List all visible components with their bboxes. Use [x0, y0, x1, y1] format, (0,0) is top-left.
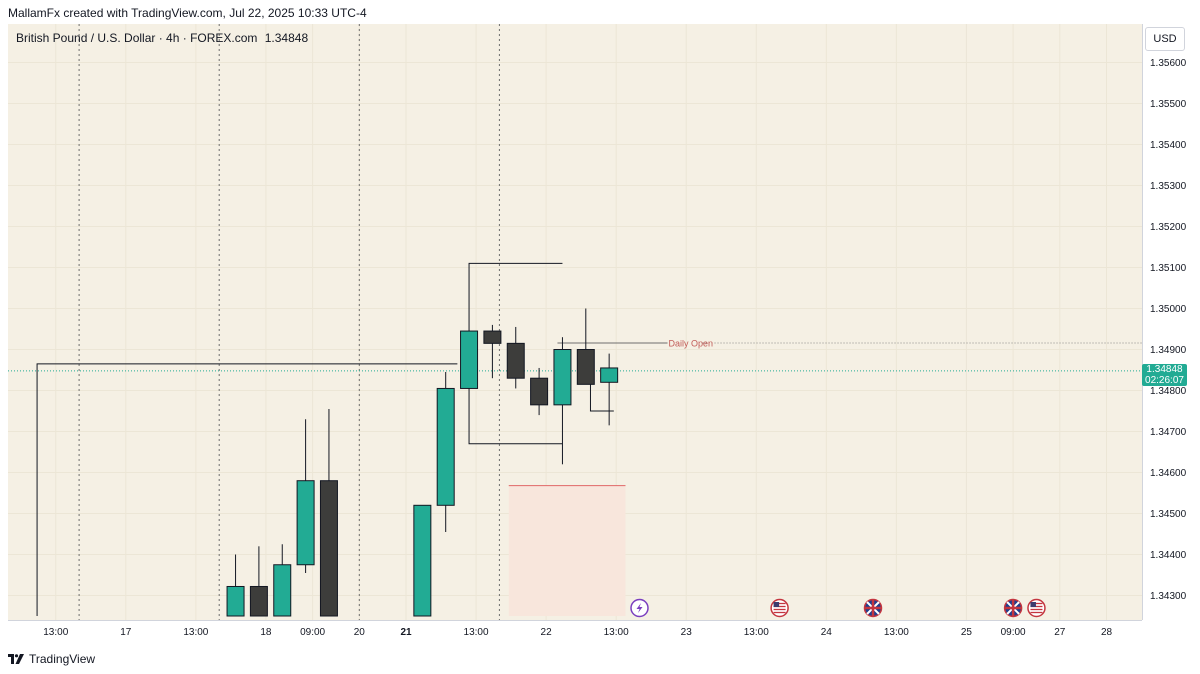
time-tick-label: 24 — [821, 627, 833, 638]
time-tick-label: 21 — [400, 627, 412, 638]
candle-body — [600, 367, 619, 383]
candle-body — [413, 504, 432, 617]
tradingview-logo-icon — [8, 654, 24, 664]
zone-box — [508, 485, 626, 616]
footer-brand: TradingView — [8, 652, 95, 666]
price-tick-label: 1.34900 — [1150, 345, 1187, 356]
price-tick-label: 1.34500 — [1150, 509, 1187, 520]
top-bar: MallamFx created with TradingView.com, J… — [0, 0, 1200, 24]
time-tick-label: 13:00 — [884, 627, 909, 638]
time-tick-label: 13:00 — [464, 627, 489, 638]
price-tick-label: 1.34600 — [1150, 468, 1187, 479]
candle-body — [249, 585, 268, 617]
price-tick-label: 1.35200 — [1150, 222, 1187, 233]
time-tick-label: 18 — [260, 627, 272, 638]
credit-text: MallamFx created with TradingView.com, J… — [8, 6, 367, 20]
candle-body — [553, 349, 572, 406]
price-tick-label: 1.35600 — [1150, 58, 1187, 69]
price-tick-label: 1.34400 — [1150, 550, 1187, 561]
lightning-glyph — [636, 603, 643, 613]
left-level-line — [36, 363, 458, 616]
symbol-legend: British Pound / U.S. Dollar · 4h · FOREX… — [16, 31, 308, 45]
candle-body — [296, 480, 315, 566]
price-tick-label: 1.35500 — [1150, 99, 1187, 110]
price-tick-label: 1.35000 — [1150, 304, 1187, 315]
time-tick-label: 27 — [1054, 627, 1066, 638]
brand-name: TradingView — [29, 652, 96, 666]
last-price-tag: 1.34848 02:26:07 — [1142, 364, 1187, 386]
candle-body — [460, 330, 479, 389]
step-box-line — [589, 384, 614, 412]
currency-button[interactable]: USD — [1145, 27, 1185, 51]
daily-open-label: Daily Open — [669, 338, 714, 348]
candle-body — [483, 330, 502, 344]
candle-body — [319, 480, 338, 617]
price-tick-label: 1.34800 — [1150, 386, 1187, 397]
bar-countdown: 02:26:07 — [1145, 375, 1184, 386]
time-tick-label: 17 — [120, 627, 132, 638]
us-flag-canton — [1030, 602, 1036, 607]
price-tick-label: 1.35300 — [1150, 181, 1187, 192]
time-tick-label: 13:00 — [43, 627, 68, 638]
candle-body — [576, 349, 595, 385]
candle-body — [273, 564, 292, 617]
price-tick-label: 1.34300 — [1150, 591, 1187, 602]
price-tick-label: 1.35100 — [1150, 263, 1187, 274]
us-flag-canton — [773, 602, 780, 607]
last-price-value: 1.34848 — [1146, 364, 1183, 375]
legend-price: 1.34848 — [264, 31, 309, 45]
symbol-name: British Pound / U.S. Dollar · 4h · FOREX… — [16, 31, 258, 45]
time-tick-label: 13:00 — [183, 627, 208, 638]
candle-body — [226, 585, 245, 617]
price-tick-label: 1.35400 — [1150, 140, 1187, 151]
candlestick-chart[interactable]: Daily Open 1.35600 1.35500 1.35400 1.35300 1.… — [8, 24, 1192, 644]
time-tick-label: 20 — [354, 627, 366, 638]
candle-body — [506, 342, 525, 379]
time-tick-label: 25 — [961, 627, 973, 638]
time-tick-label: 13:00 — [604, 627, 629, 638]
time-tick-label: 23 — [681, 627, 693, 638]
time-tick-label: 09:00 — [300, 627, 325, 638]
time-tick-label: 28 — [1101, 627, 1113, 638]
chart-frame[interactable]: Daily Open 1.35600 1.35500 1.35400 1.35300 1.… — [8, 24, 1192, 644]
candle-body — [530, 377, 549, 406]
time-tick-label: 22 — [541, 627, 553, 638]
candle-body — [436, 387, 455, 506]
price-tick-label: 1.34700 — [1150, 427, 1187, 438]
time-tick-label: 13:00 — [744, 627, 769, 638]
time-tick-label: 09:00 — [1001, 627, 1026, 638]
